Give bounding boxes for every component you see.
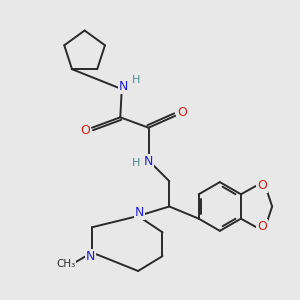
Text: N: N [86, 250, 95, 262]
Text: H: H [132, 158, 140, 168]
Text: O: O [177, 106, 187, 119]
Text: O: O [257, 179, 267, 193]
Text: H: H [132, 75, 140, 85]
Text: N: N [118, 80, 128, 93]
Text: N: N [135, 206, 144, 219]
Text: CH₃: CH₃ [56, 259, 76, 269]
Text: O: O [257, 220, 267, 233]
Text: O: O [81, 124, 90, 136]
Text: N: N [144, 155, 153, 168]
